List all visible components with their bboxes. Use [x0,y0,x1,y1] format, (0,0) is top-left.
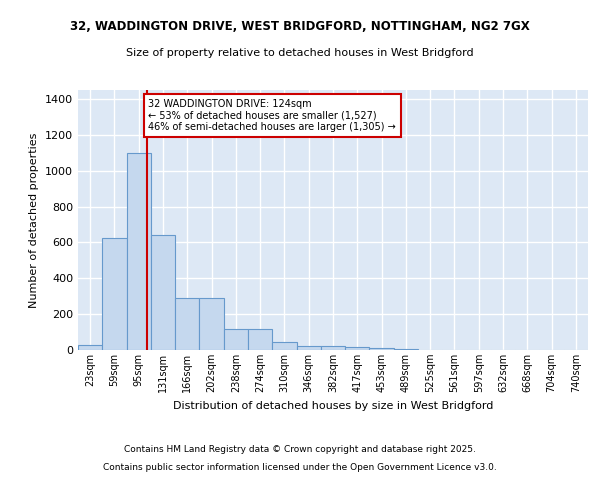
Text: 32, WADDINGTON DRIVE, WEST BRIDGFORD, NOTTINGHAM, NG2 7GX: 32, WADDINGTON DRIVE, WEST BRIDGFORD, NO… [70,20,530,33]
Bar [296,346,321,350]
Bar [175,298,199,350]
Bar [394,349,418,350]
Bar [102,238,127,350]
Bar [345,348,370,350]
X-axis label: Distribution of detached houses by size in West Bridgford: Distribution of detached houses by size … [173,400,493,410]
Bar [370,348,394,350]
Bar [151,235,175,350]
Text: Contains HM Land Registry data © Crown copyright and database right 2025.: Contains HM Land Registry data © Crown c… [124,446,476,454]
Text: 32 WADDINGTON DRIVE: 124sqm
← 53% of detached houses are smaller (1,527)
46% of : 32 WADDINGTON DRIVE: 124sqm ← 53% of det… [148,99,396,132]
Text: Contains public sector information licensed under the Open Government Licence v3: Contains public sector information licen… [103,463,497,472]
Bar [248,330,272,350]
Bar [199,298,224,350]
Y-axis label: Number of detached properties: Number of detached properties [29,132,40,308]
Bar [127,153,151,350]
Bar [224,330,248,350]
Text: Size of property relative to detached houses in West Bridgford: Size of property relative to detached ho… [126,48,474,58]
Bar [78,344,102,350]
Bar [272,342,296,350]
Bar [321,346,345,350]
